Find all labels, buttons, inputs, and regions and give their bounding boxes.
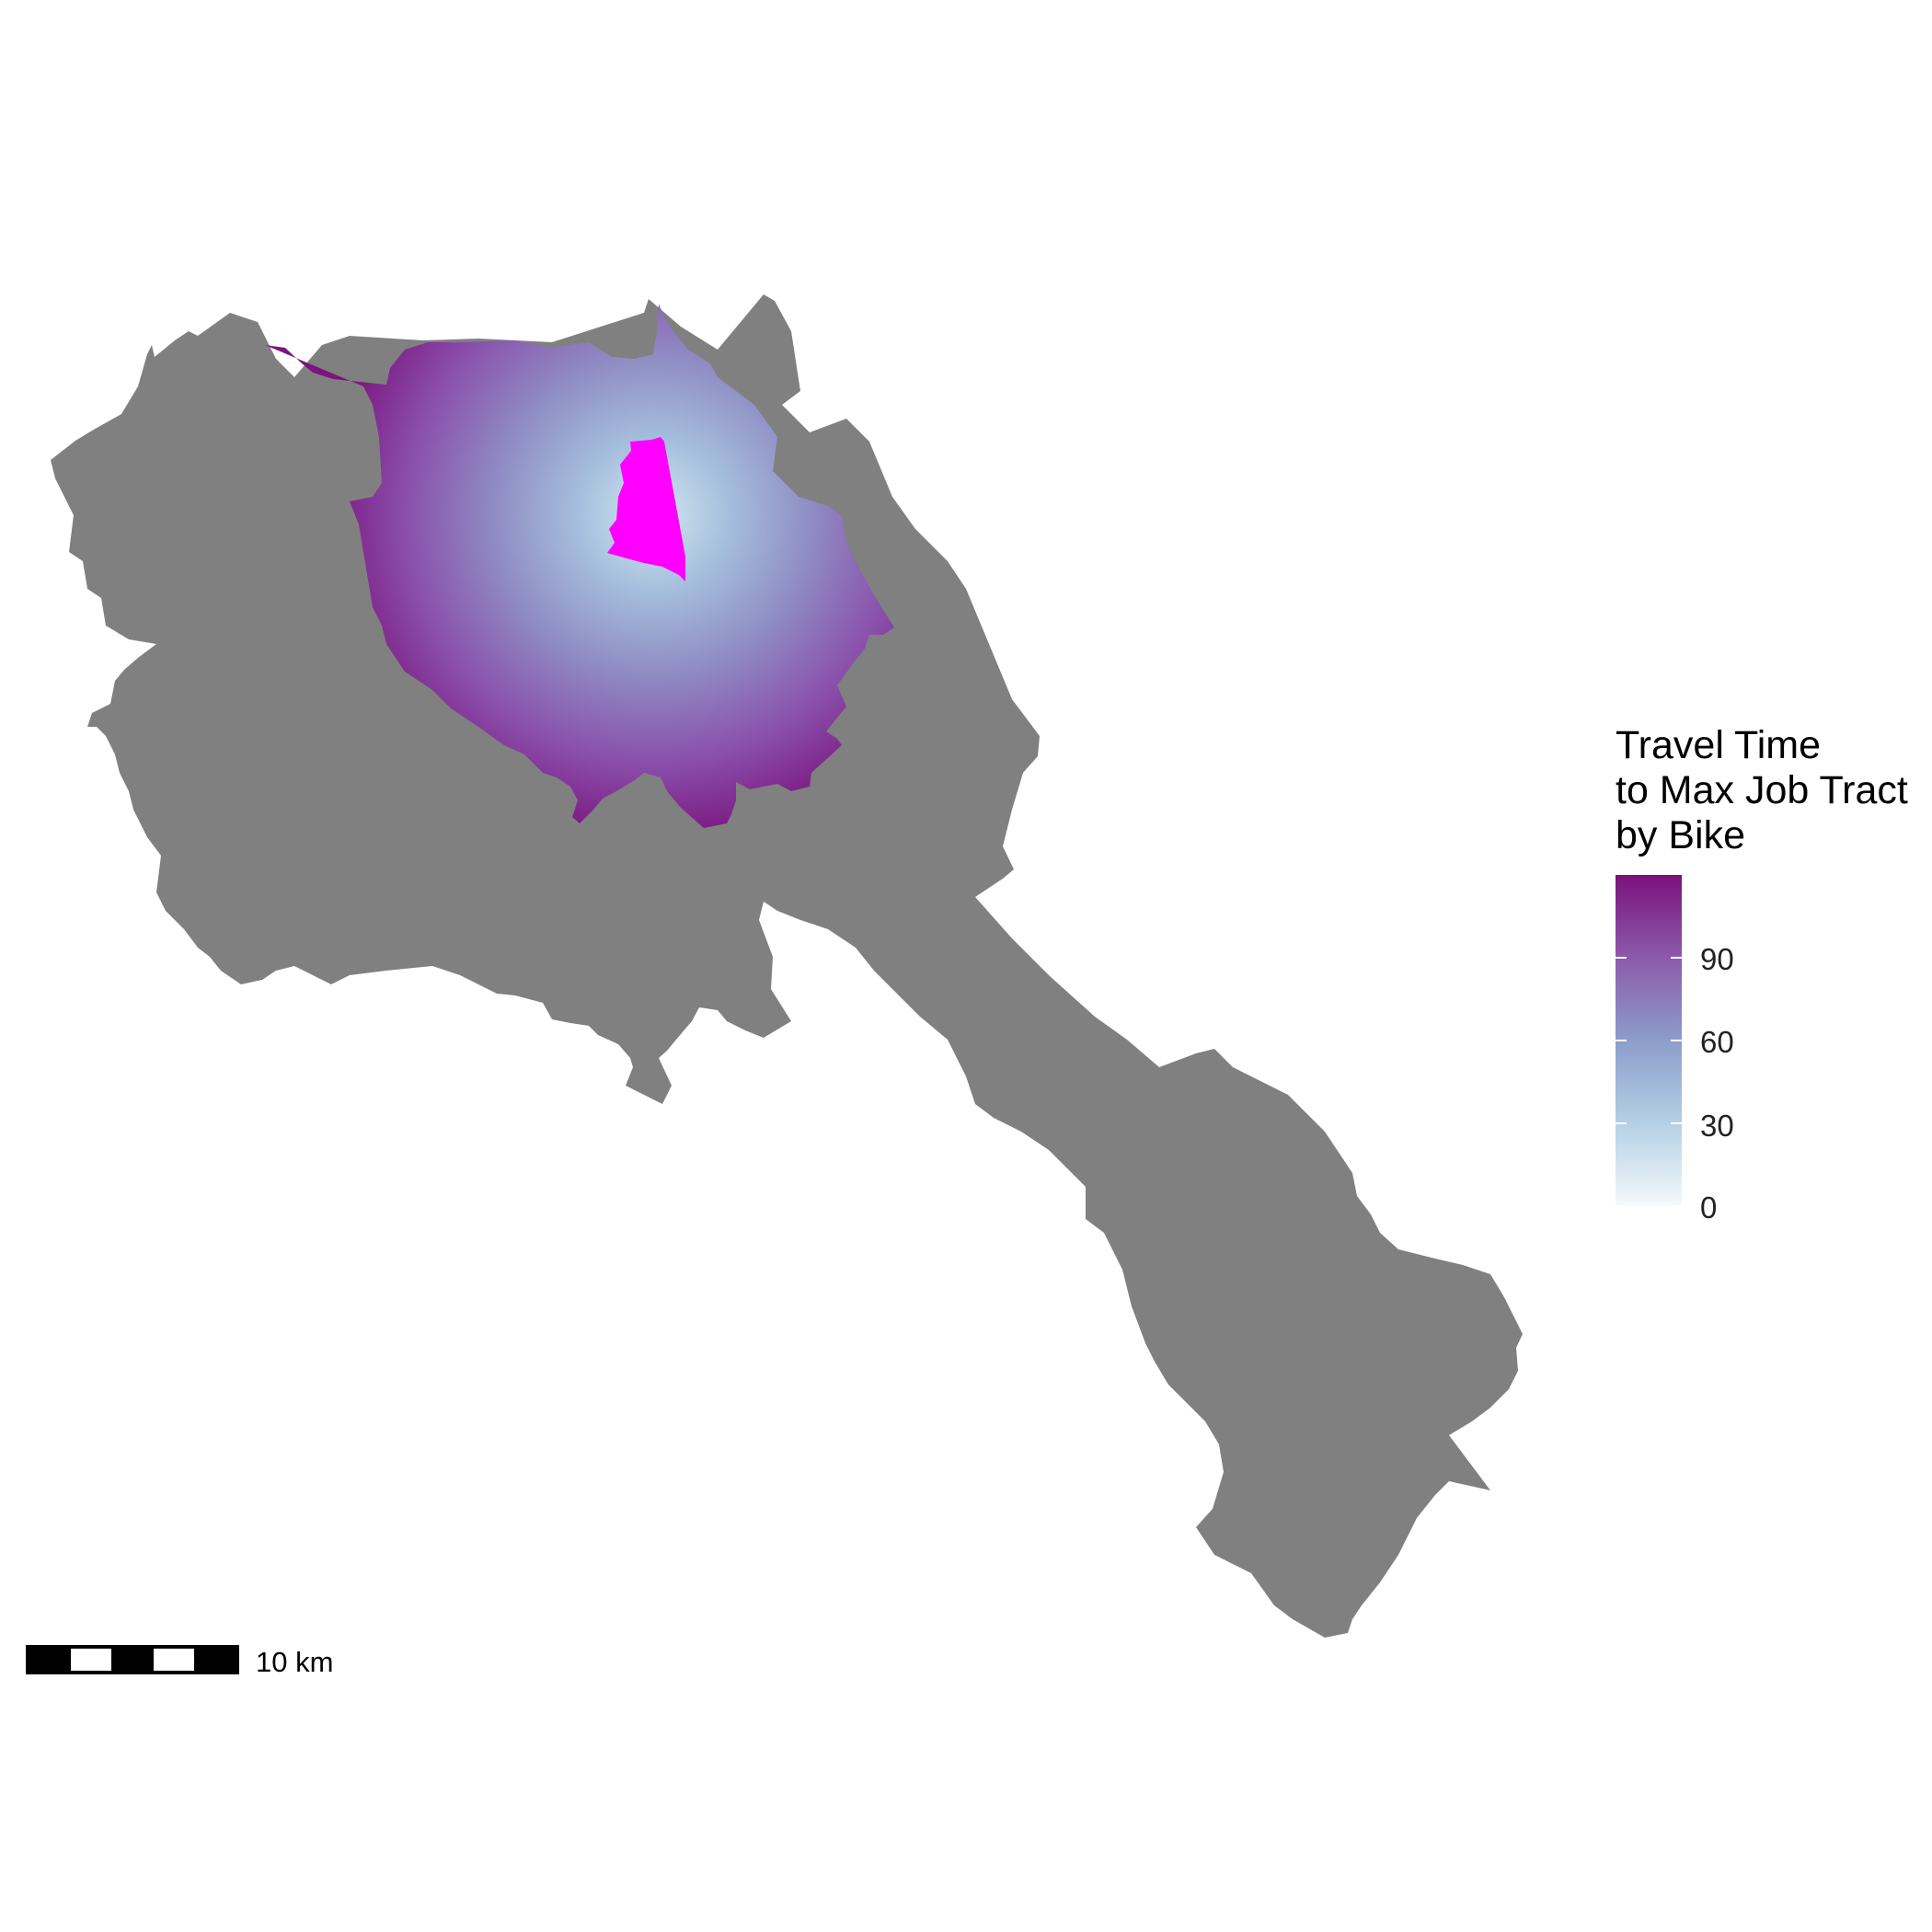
legend-tick-label-60: 60 [1700,1025,1734,1059]
legend-tick-label-30: 30 [1700,1109,1734,1143]
destination-tract [607,437,685,581]
legend-title: Travel Time to Max Job Tract by Bike [1616,723,1932,858]
travel-time-tracts [265,304,894,828]
legend-title-line-3: by Bike [1616,813,1746,857]
legend-title-line-2: to Max Job Tract [1616,768,1908,812]
legend-tick-label-90: 90 [1700,942,1734,976]
legend-title-line-1: Travel Time [1616,723,1821,767]
legend-tick-label-0: 0 [1700,1190,1718,1225]
scale-bar [26,1645,239,1674]
legend-ticks [1616,957,1682,1207]
scale-bar-label: 10 km [256,1646,334,1678]
